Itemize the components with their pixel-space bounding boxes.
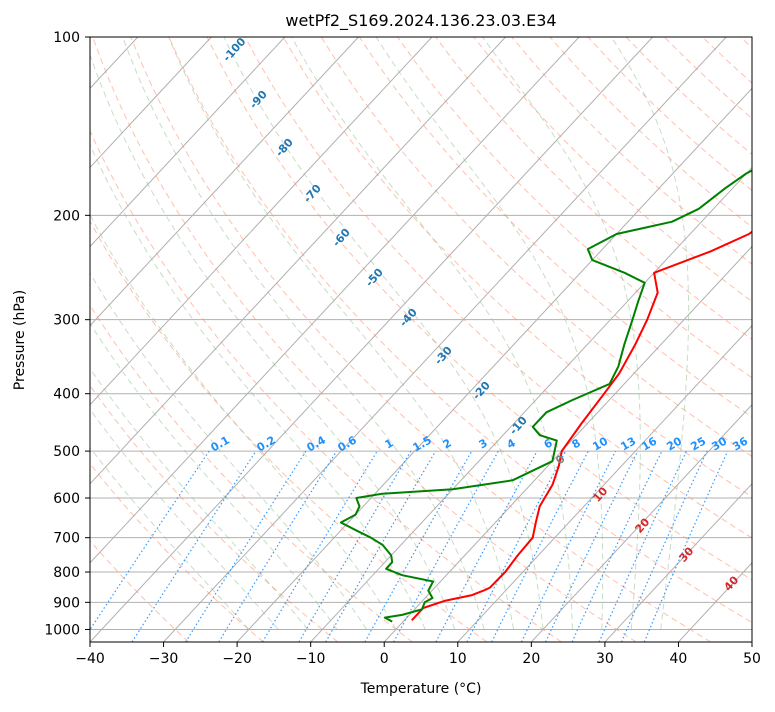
isotherm-line [384, 37, 775, 642]
dry-adiabat-line [0, 37, 338, 642]
moist-adiabat-line [0, 37, 337, 629]
isotherm-label: 40 [721, 573, 741, 593]
dry-adiabat-line [0, 37, 412, 642]
mixing-ratio-label: 8 [570, 436, 583, 451]
x-tick-label: −40 [75, 651, 105, 667]
isotherm-label: -70 [301, 182, 324, 206]
mixing-ratio-line [299, 451, 411, 642]
y-tick-label: 700 [53, 531, 80, 547]
dry-adiabat-line [436, 37, 775, 642]
x-tick-label: 30 [596, 651, 614, 667]
x-tick-label: 20 [522, 651, 540, 667]
mixing-ratio-line [599, 451, 686, 642]
isotherm-line [0, 37, 506, 642]
isotherm-label: 10 [590, 484, 610, 504]
isotherm-label: -90 [247, 88, 270, 112]
isotherm-line [237, 37, 775, 642]
dry-adiabat-line [626, 37, 775, 642]
y-tick-label: 800 [53, 565, 80, 581]
x-tick-label: −10 [296, 651, 326, 667]
axes: −40 −30 −20 −10 0 10 20 30 40 50 100 200 300 400 500 60… [44, 30, 761, 667]
isotherm-label: -10 [507, 414, 530, 438]
mixing-ratio-line [436, 451, 537, 642]
mixing-ratio-label: 10 [590, 434, 610, 453]
temperature-profile-line [412, 37, 775, 620]
mixing-ratio-label: 36 [730, 434, 750, 453]
isotherm-label: -20 [470, 379, 493, 403]
mixing-ratio-line [132, 451, 256, 642]
mixing-ratio-line [263, 451, 378, 642]
isotherm-line [0, 37, 358, 642]
isotherm-label: -80 [273, 136, 296, 160]
y-tick-label: 1000 [44, 622, 80, 638]
moist-adiabat-line [0, 37, 278, 629]
mixing-ratio-label: 16 [639, 434, 659, 453]
dry-adiabat-line [283, 37, 775, 642]
y-tick-label: 600 [53, 491, 80, 507]
dry-adiabat-line [0, 37, 189, 642]
isotherm-line [0, 37, 432, 642]
mixing-ratio-line [492, 451, 589, 642]
y-tick-label: 400 [53, 387, 80, 403]
isotherm-label: 20 [632, 515, 652, 535]
mixing-ratio-label: 4 [505, 436, 518, 451]
mixing-ratio-line [572, 451, 662, 642]
dry-adiabat-line [398, 37, 775, 642]
y-tick-label: 200 [53, 208, 80, 224]
moist-adiabat-line [483, 37, 641, 629]
dry-adiabat-line [740, 37, 775, 642]
mixing-ratio-label: 20 [664, 434, 684, 453]
chart-title: wetPf2_S169.2024.136.23.03.E34 [285, 11, 556, 31]
moist-adiabat-line [0, 37, 308, 629]
dry-adiabat-line [512, 37, 775, 642]
dry-adiabat-line [17, 37, 488, 642]
x-tick-label: 50 [743, 651, 761, 667]
isotherm-line [752, 37, 775, 642]
isotherm-label: -50 [363, 266, 386, 290]
isotherm-line [90, 37, 653, 642]
y-tick-label: 100 [53, 30, 80, 46]
isotherm-label: -40 [397, 306, 420, 330]
x-tick-label: −20 [222, 651, 252, 667]
x-tick-label: 40 [670, 651, 688, 667]
dry-adiabat-line [550, 37, 775, 642]
moist-adiabat-line [169, 37, 514, 629]
x-axis-label: Temperature (°C) [360, 681, 482, 697]
isotherm-label: -60 [330, 226, 353, 250]
y-tick-label: 500 [53, 444, 80, 460]
x-tick-label: −30 [149, 651, 179, 667]
mixing-ratio-label: 2 [441, 436, 454, 451]
y-tick-label: 900 [53, 595, 80, 611]
isotherm-line [164, 37, 727, 642]
moist-adiabat-line [84, 37, 455, 629]
moist-adiabat-line [51, 37, 426, 629]
isotherm-line [0, 37, 64, 642]
x-tick-label: 0 [380, 651, 389, 667]
mixing-ratio-label: 25 [688, 435, 708, 454]
isotherm-line [0, 37, 211, 642]
moist-adiabat-line [376, 37, 603, 629]
mixing-ratio-label: 30 [709, 434, 729, 453]
x-tick-label: 10 [449, 651, 467, 667]
y-axis-label: Pressure (hPa) [12, 290, 28, 390]
mixing-ratio-label: 1 [383, 436, 396, 451]
y-tick-label: 300 [53, 313, 80, 329]
